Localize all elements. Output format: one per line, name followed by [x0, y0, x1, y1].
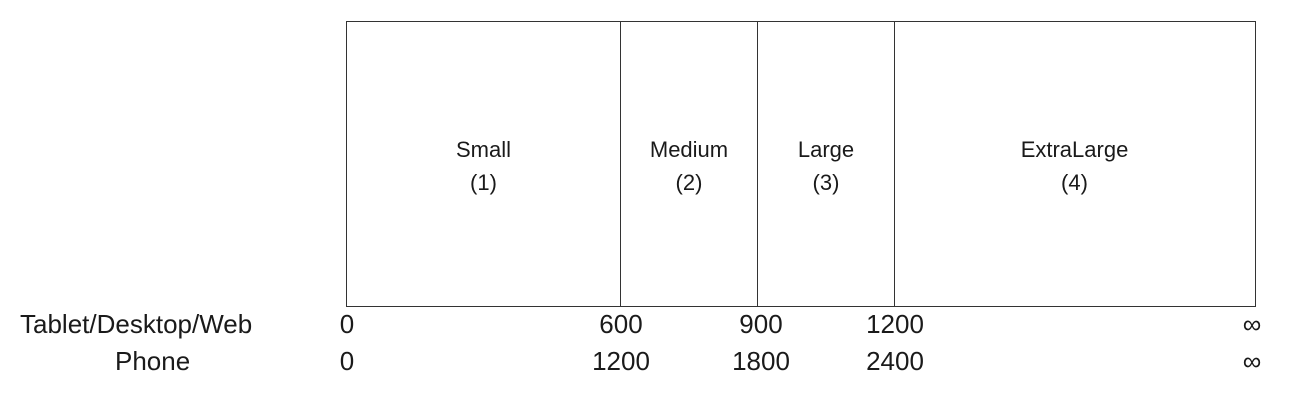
segment-large-name: Large	[797, 137, 855, 162]
segment-extralarge: ExtraLarge (4)	[895, 133, 1254, 199]
tick-phone-3: 2400	[866, 346, 924, 376]
segment-medium-name: Medium	[649, 137, 729, 162]
segment-small-index: (1)	[470, 170, 497, 195]
segment-extralarge-name: ExtraLarge	[1020, 137, 1129, 162]
row-label-phone: Phone	[115, 346, 191, 376]
segment-small-name: Small	[455, 137, 511, 162]
segment-large: Large (3)	[758, 133, 894, 199]
tick-phone-2: 1800	[732, 346, 790, 376]
tick-tablet-0: 0	[339, 309, 355, 339]
segment-small: Small (1)	[347, 133, 620, 199]
divider-small-medium	[620, 21, 621, 307]
segment-medium: Medium (2)	[621, 133, 757, 199]
tick-phone-0: 0	[339, 346, 355, 376]
tick-tablet-1: 600	[599, 309, 643, 339]
tick-phone-1: 1200	[592, 346, 650, 376]
segment-large-index: (3)	[812, 170, 840, 195]
tick-tablet-2: 900	[739, 309, 783, 339]
segment-extralarge-index: (4)	[1061, 170, 1088, 195]
tick-phone-infinity: ∞	[1242, 346, 1262, 376]
divider-medium-large	[757, 21, 758, 307]
tick-tablet-infinity: ∞	[1242, 309, 1262, 339]
tick-tablet-3: 1200	[866, 309, 924, 339]
divider-large-extralarge	[894, 21, 895, 307]
breakpoint-range-box	[346, 21, 1256, 307]
segment-medium-index: (2)	[675, 170, 703, 195]
row-label-tablet-desktop-web: Tablet/Desktop/Web	[20, 309, 253, 339]
